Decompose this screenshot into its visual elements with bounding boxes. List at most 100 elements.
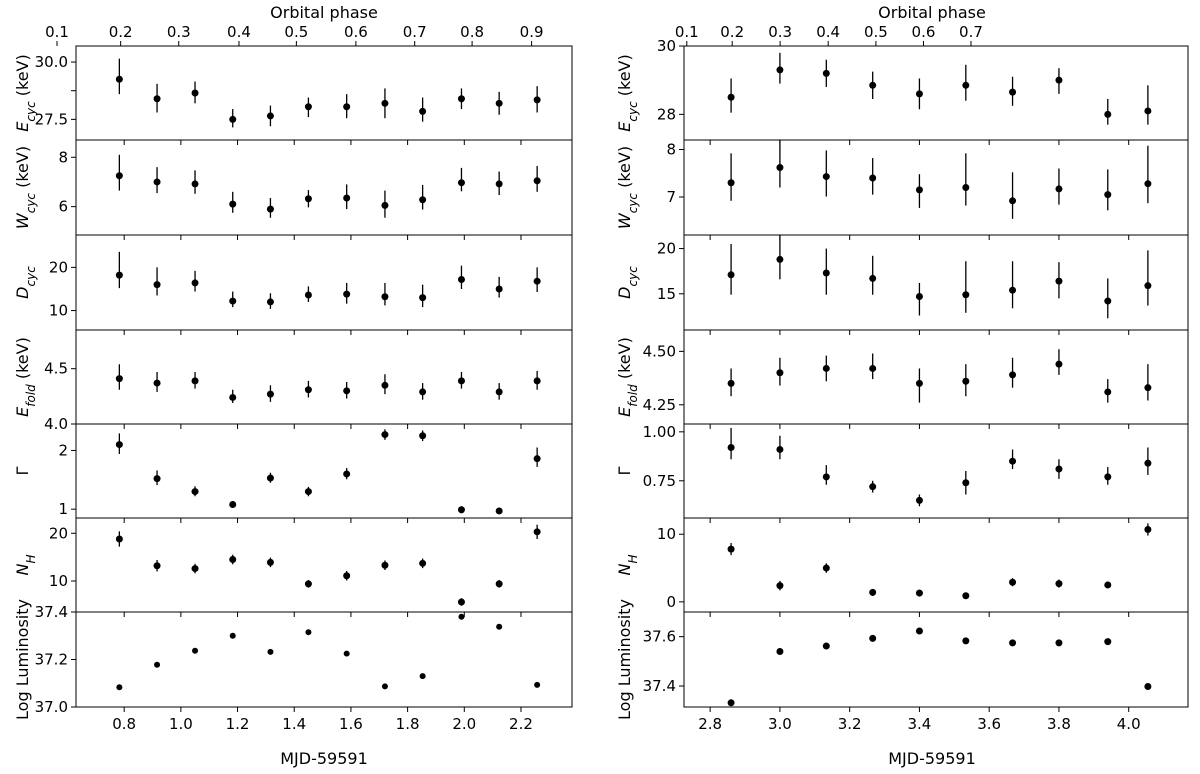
right-panel-2: 15 20 Dcyc bbox=[615, 234, 1189, 335]
right-data-point bbox=[776, 647, 784, 655]
left-data-point bbox=[343, 572, 351, 580]
left-xtick-label: 2.2 bbox=[509, 715, 533, 733]
right-panel-frame bbox=[683, 234, 1189, 331]
right-panel-frame bbox=[683, 423, 1189, 519]
right-data-point bbox=[1055, 639, 1063, 647]
right-data-point bbox=[1009, 371, 1017, 379]
left-data-point bbox=[153, 178, 161, 186]
left-data-point bbox=[495, 580, 503, 588]
right-data-point bbox=[1144, 107, 1152, 115]
right-data-point bbox=[869, 274, 877, 282]
left-panel-3: 4.0 4.5 Efold (keV) bbox=[13, 329, 573, 433]
right-ylabel: Γ bbox=[615, 466, 634, 475]
right-xtick-label: 3.2 bbox=[838, 715, 862, 733]
right-data-point bbox=[727, 271, 735, 279]
right-panel-frame bbox=[683, 139, 1189, 236]
right-data-point bbox=[776, 369, 784, 377]
left-top-axis-label: Orbital phase bbox=[270, 3, 378, 22]
left-data-point bbox=[419, 294, 427, 302]
left-top-tick-label: 0.8 bbox=[460, 23, 484, 41]
left-ytick-label: 37.2 bbox=[35, 651, 68, 669]
right-data-point bbox=[962, 637, 970, 645]
right-data-point bbox=[822, 642, 830, 650]
right-data-point bbox=[1055, 277, 1063, 285]
left-xtick-label: 1.2 bbox=[226, 715, 250, 733]
left-data-point bbox=[153, 475, 161, 483]
left-panel-frame bbox=[75, 517, 573, 613]
left-data-point bbox=[115, 375, 123, 383]
left-panel-2: 10 20 Dcyc bbox=[13, 234, 573, 335]
right-data-point bbox=[727, 179, 735, 187]
left-data-point bbox=[116, 684, 123, 691]
right-data-point bbox=[727, 444, 735, 451]
right-data-point bbox=[1104, 638, 1112, 646]
right-data-point bbox=[915, 186, 923, 194]
right-xtick-label: 3.6 bbox=[977, 715, 1001, 733]
right-xtick-label: 3.8 bbox=[1047, 715, 1071, 733]
right-ylabel: Ecyc (keV) bbox=[615, 54, 640, 131]
right-data-point bbox=[727, 93, 735, 101]
left-data-point bbox=[229, 200, 237, 208]
right-ytick-label: 1.00 bbox=[643, 423, 676, 441]
left-data-point bbox=[229, 115, 237, 123]
left-data-point bbox=[304, 488, 312, 496]
left-data-point bbox=[496, 623, 503, 630]
left-data-point bbox=[533, 277, 541, 285]
left-ytick-label: 6 bbox=[58, 198, 68, 216]
right-ytick-label: 0.75 bbox=[643, 472, 676, 490]
right-data-point bbox=[1055, 360, 1063, 368]
right-data-point bbox=[1009, 578, 1017, 586]
right-data-point bbox=[822, 69, 830, 77]
left-data-point bbox=[266, 112, 274, 120]
left-data-point bbox=[115, 75, 123, 83]
left-data-point bbox=[343, 650, 350, 657]
left-ylabel: Wcyc (keV) bbox=[13, 146, 38, 229]
right-data-point bbox=[1055, 465, 1063, 473]
right-ytick-label: 20 bbox=[657, 240, 676, 258]
right-panel-4: 0.75 1.00 Γ bbox=[615, 423, 1189, 523]
left-top-tick-label: 0.5 bbox=[284, 23, 308, 41]
right-ylabel: Dcyc bbox=[615, 266, 640, 299]
right-ytick-label: 0 bbox=[666, 593, 676, 611]
left-panel-frame bbox=[75, 45, 573, 141]
right-data-point bbox=[915, 496, 923, 504]
left-data-point bbox=[419, 107, 427, 115]
right-top-tick-label: 0.1 bbox=[675, 23, 699, 41]
left-data-point bbox=[495, 99, 503, 107]
left-data-point bbox=[154, 661, 161, 668]
right-top-tick-label: 0.3 bbox=[768, 23, 792, 41]
right-data-point bbox=[1104, 191, 1112, 199]
right-data-point bbox=[962, 184, 970, 191]
left-ytick-label: 4.0 bbox=[44, 415, 68, 433]
left-ytick-label: 30.0 bbox=[35, 53, 68, 71]
left-data-point bbox=[267, 648, 274, 655]
left-data-point bbox=[457, 598, 465, 606]
left-data-point bbox=[343, 194, 351, 202]
left-data-point bbox=[191, 279, 199, 287]
right-data-point bbox=[776, 582, 784, 590]
right-ytick-label: 37.6 bbox=[643, 628, 676, 646]
right-top-tick-label: 0.2 bbox=[720, 23, 744, 41]
right-ylabel: Wcyc (keV) bbox=[615, 146, 640, 229]
left-panel-5: 10 20 NH bbox=[13, 517, 573, 617]
left-data-point bbox=[381, 431, 389, 439]
right-data-point bbox=[776, 66, 784, 74]
left-ytick-label: 2 bbox=[58, 441, 68, 459]
right-ytick-label: 4.25 bbox=[643, 396, 676, 414]
right-xtick-label: 4.0 bbox=[1117, 715, 1141, 733]
right-data-point bbox=[1055, 76, 1063, 84]
left-ylabel: Log Luminosity bbox=[13, 599, 32, 720]
left-data-point bbox=[304, 386, 312, 394]
right-ytick-label: 4.50 bbox=[643, 342, 676, 360]
left-data-point bbox=[533, 377, 541, 385]
left-data-point bbox=[304, 195, 312, 203]
left-data-point bbox=[191, 89, 199, 97]
left-ylabel: Γ bbox=[13, 466, 32, 475]
left-panel-frame bbox=[75, 139, 573, 236]
left-ytick-label: 4.5 bbox=[44, 360, 68, 378]
right-data-point bbox=[869, 588, 877, 596]
right-data-point bbox=[1009, 286, 1017, 294]
right-data-point bbox=[915, 589, 923, 597]
left-data-point bbox=[266, 558, 274, 566]
left-ylabel: Efold (keV) bbox=[13, 337, 38, 417]
